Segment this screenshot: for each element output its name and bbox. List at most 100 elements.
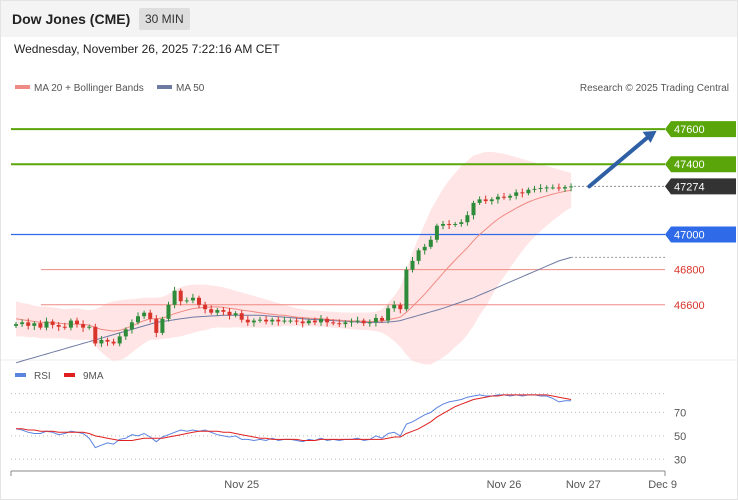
candle-body (129, 322, 134, 330)
candle-body (197, 297, 201, 305)
rsi-legend: RSI 9MA (15, 371, 104, 382)
candle-body (221, 310, 226, 312)
candle-body (148, 312, 153, 319)
level-label-46800: 46800 (674, 265, 705, 277)
candle-body (142, 312, 147, 317)
timestamp: Wednesday, November 26, 2025 7:22:16 AM … (14, 42, 280, 56)
candle-body (166, 304, 171, 319)
x-tick-label: Nov 26 (487, 479, 522, 491)
candle-body (325, 318, 330, 323)
candle-body (361, 320, 366, 324)
candle-body (343, 322, 348, 325)
candle-body (26, 322, 31, 326)
candle-body (422, 246, 427, 251)
header-bar: Dow Jones (CME) 30 MIN (1, 1, 737, 37)
candle-body (392, 304, 397, 309)
rsi-ma-legend-swatch (64, 373, 75, 377)
candle-body (532, 188, 537, 190)
candle-body (81, 324, 86, 328)
x-tick-label: Dec 9 (648, 479, 677, 491)
candle-body (111, 341, 116, 344)
candle-body (514, 192, 519, 196)
research-credit: Research © 2025 Trading Central (580, 83, 729, 94)
candle-body (544, 187, 549, 189)
candle-body (87, 326, 92, 328)
candle-body (288, 320, 293, 322)
candle-body (99, 339, 104, 344)
candle-body (380, 317, 384, 321)
candle-body (520, 192, 525, 194)
candle-body (453, 223, 458, 225)
level-tag-47274 (665, 178, 736, 195)
candle-body (386, 308, 391, 321)
candle-body (416, 250, 421, 261)
candle-body (251, 320, 256, 323)
candle-body (227, 311, 232, 316)
price-legend: MA 20 + Bollinger Bands MA 50 Research ©… (15, 83, 729, 94)
candle-body (56, 324, 61, 327)
candle-body (160, 318, 165, 333)
rsi-ma-legend-label: 9MA (83, 371, 104, 382)
candle-body (258, 319, 262, 321)
rsi-tick-70: 70 (674, 407, 686, 419)
candle-body (319, 318, 323, 323)
candle-body (441, 223, 445, 226)
candle-body (447, 223, 452, 225)
candle-body (306, 320, 311, 324)
ma50-legend-label: MA 50 (176, 83, 205, 94)
candle-body (428, 239, 433, 247)
candle-body (538, 187, 543, 189)
candle-body (434, 225, 439, 240)
candle-body (410, 260, 415, 270)
candle-body (282, 320, 287, 322)
bollinger-band (16, 151, 572, 365)
candle-body (209, 309, 214, 313)
time-axis: Nov 25 Nov 26 Nov 27 Dec 9 (10, 470, 677, 491)
candle-body (14, 324, 18, 326)
candle-body (203, 304, 208, 310)
candle-body (556, 187, 561, 189)
timeframe-badge[interactable]: 30 MIN (139, 8, 190, 30)
level-label-47274: 47274 (674, 181, 705, 193)
ma20-line (15, 189, 572, 332)
candle-body (20, 322, 25, 325)
target-arrow-shaft (587, 132, 653, 189)
candle-body (563, 187, 567, 189)
ma20-legend-swatch (15, 85, 30, 89)
ma20-legend-label: MA 20 + Bollinger Bands (34, 83, 144, 94)
candle-body (569, 186, 574, 188)
candle-body (123, 329, 128, 337)
rsi-plot: 70 50 30 (11, 393, 686, 466)
candle-body (459, 222, 464, 224)
candle-body (300, 321, 305, 324)
candle-body (495, 196, 500, 200)
candle-body (276, 319, 281, 322)
level-label-46600: 46600 (674, 300, 705, 312)
candle-body (312, 320, 317, 323)
candle-body (32, 323, 37, 326)
candle-body (373, 317, 378, 323)
price-plot: 47600 47400 47274 47000 46800 46600 (11, 121, 736, 365)
candle-body (337, 323, 342, 325)
candle-body (50, 321, 55, 325)
candle-body (62, 326, 67, 328)
candle-body (264, 319, 269, 322)
candle-body (502, 196, 506, 198)
rsi-legend-label: RSI (34, 371, 51, 382)
candle-body (184, 300, 189, 302)
candle-body (398, 304, 403, 310)
candle-body (550, 187, 555, 189)
candle-body (68, 320, 73, 328)
level-tag-47000 (665, 226, 736, 243)
candle-body (489, 199, 494, 202)
candle-body (526, 189, 531, 194)
candle-body (331, 322, 336, 324)
ma50-legend-swatch (157, 85, 172, 89)
candle-body (270, 319, 275, 322)
rsi-tick-50: 50 (674, 431, 686, 443)
candle-body (190, 297, 195, 301)
rsi-line (15, 394, 572, 449)
ma50-line (15, 256, 572, 364)
candle-body (471, 202, 476, 216)
